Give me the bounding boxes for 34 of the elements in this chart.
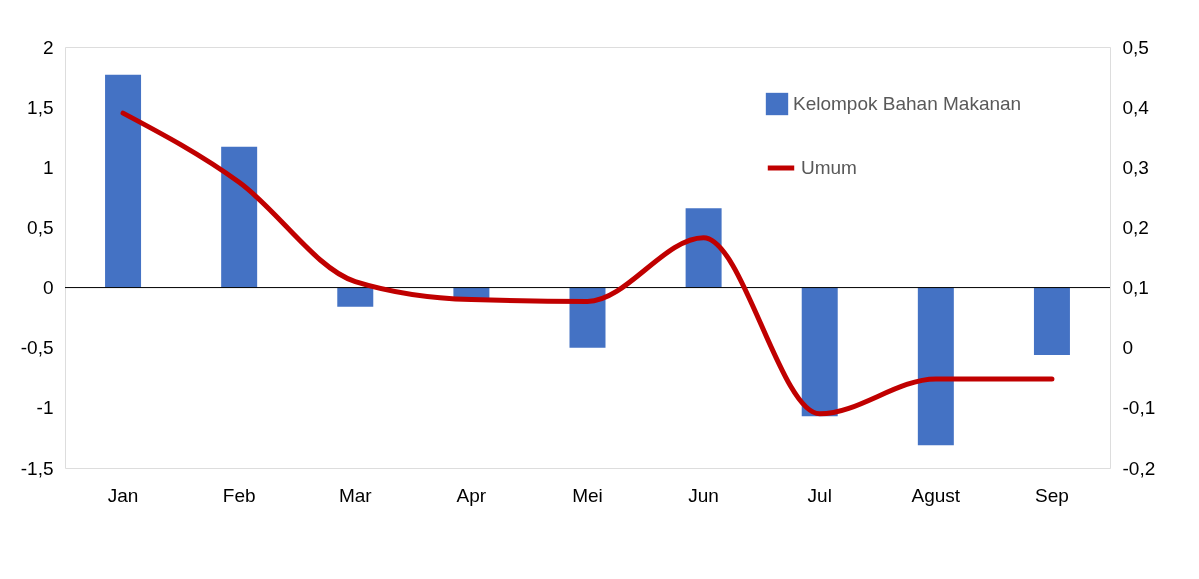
x-tick-label: Jun [688, 484, 719, 506]
bar [337, 287, 374, 307]
y2-tick-label: 0,2 [1122, 216, 1149, 238]
x-tick-label: Jan [107, 484, 139, 506]
y-tick-label: -0,5 [20, 337, 54, 359]
x-tick-label: Feb [222, 484, 256, 506]
y-tick-label: 0,5 [27, 216, 54, 238]
y-tick-label: -1 [36, 397, 54, 419]
x-tick-label: Jul [807, 484, 832, 506]
bar [1033, 287, 1070, 355]
y-tick-label: 1,5 [27, 96, 54, 118]
y2-tick-label: 0 [1122, 337, 1134, 359]
x-tick-label: Mar [338, 484, 373, 506]
bar [105, 74, 142, 288]
x-tick-label: Apr [456, 484, 487, 506]
y2-tick-label: 0,3 [1122, 156, 1149, 178]
y2-tick-label: -0,1 [1122, 397, 1156, 419]
y-tick-label: 1 [42, 156, 54, 178]
y2-tick-label: -0,2 [1122, 457, 1156, 479]
bar [917, 287, 954, 446]
y2-tick-label: 0,4 [1122, 96, 1150, 118]
x-tick-label: Agust [911, 484, 961, 506]
y-tick-label: 0 [42, 277, 54, 299]
bar [801, 287, 838, 417]
y-tick-label: -1,5 [20, 457, 54, 479]
y2-tick-label: 0,5 [1122, 36, 1149, 58]
legend-label: Kelompok Bahan Makanan [793, 93, 1022, 114]
y-tick-label: 2 [42, 36, 54, 58]
x-tick-label: Mei [572, 484, 603, 506]
bar [685, 208, 722, 288]
y2-tick-label: 0,1 [1122, 277, 1149, 299]
bar [221, 146, 258, 288]
x-tick-label: Sep [1035, 484, 1069, 506]
legend-label: Umum [801, 157, 857, 178]
